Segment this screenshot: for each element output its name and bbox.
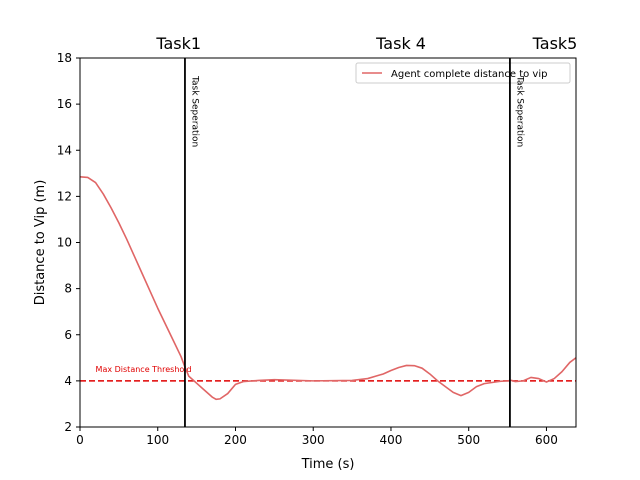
x-tick-label: 600 xyxy=(535,433,558,447)
y-tick-label: 6 xyxy=(64,328,72,342)
legend-label: Agent complete distance to vip xyxy=(391,69,547,80)
task-separator-label-2: Task Seperation xyxy=(514,75,524,147)
y-axis-label: Distance to Vip (m) xyxy=(33,180,48,306)
plot-content: Max Distance Threshold xyxy=(80,175,576,401)
y-tick-label: 12 xyxy=(57,189,72,203)
threshold-label: Max Distance Threshold xyxy=(96,365,192,374)
x-tick-label: 500 xyxy=(457,433,480,447)
x-tick-label: 400 xyxy=(380,433,403,447)
legend: Agent complete distance to vip xyxy=(355,62,571,84)
y-tick-label: 4 xyxy=(64,374,72,388)
plot-frame xyxy=(79,57,577,428)
y-tick-label: 18 xyxy=(57,51,72,65)
legend-box xyxy=(355,62,571,84)
task-label-3: Task5 xyxy=(532,34,578,53)
x-tick-label: 200 xyxy=(224,433,247,447)
x-tick-label: 0 xyxy=(76,433,84,447)
y-tick-label: 8 xyxy=(64,282,72,296)
y-tick-label: 16 xyxy=(57,97,72,111)
task-separator-label-1: Task Seperation xyxy=(189,75,199,147)
task-label-2: Task 4 xyxy=(375,34,426,53)
y-tick-label: 2 xyxy=(64,420,72,434)
x-axis-label: Time (s) xyxy=(301,457,355,472)
x-tick-label: 300 xyxy=(302,433,325,447)
task-label-1: Task1 xyxy=(155,34,201,53)
y-tick-label: 10 xyxy=(57,236,72,250)
x-tick-label: 100 xyxy=(146,433,169,447)
x-axis-ticks: 0 100 200 300 400 500 600 xyxy=(76,427,558,447)
y-tick-label: 14 xyxy=(57,143,72,157)
task-labels: Task1 Task 4 Task5 xyxy=(155,34,577,53)
y-axis-ticks: 2 4 6 8 10 12 14 16 18 xyxy=(57,51,80,434)
